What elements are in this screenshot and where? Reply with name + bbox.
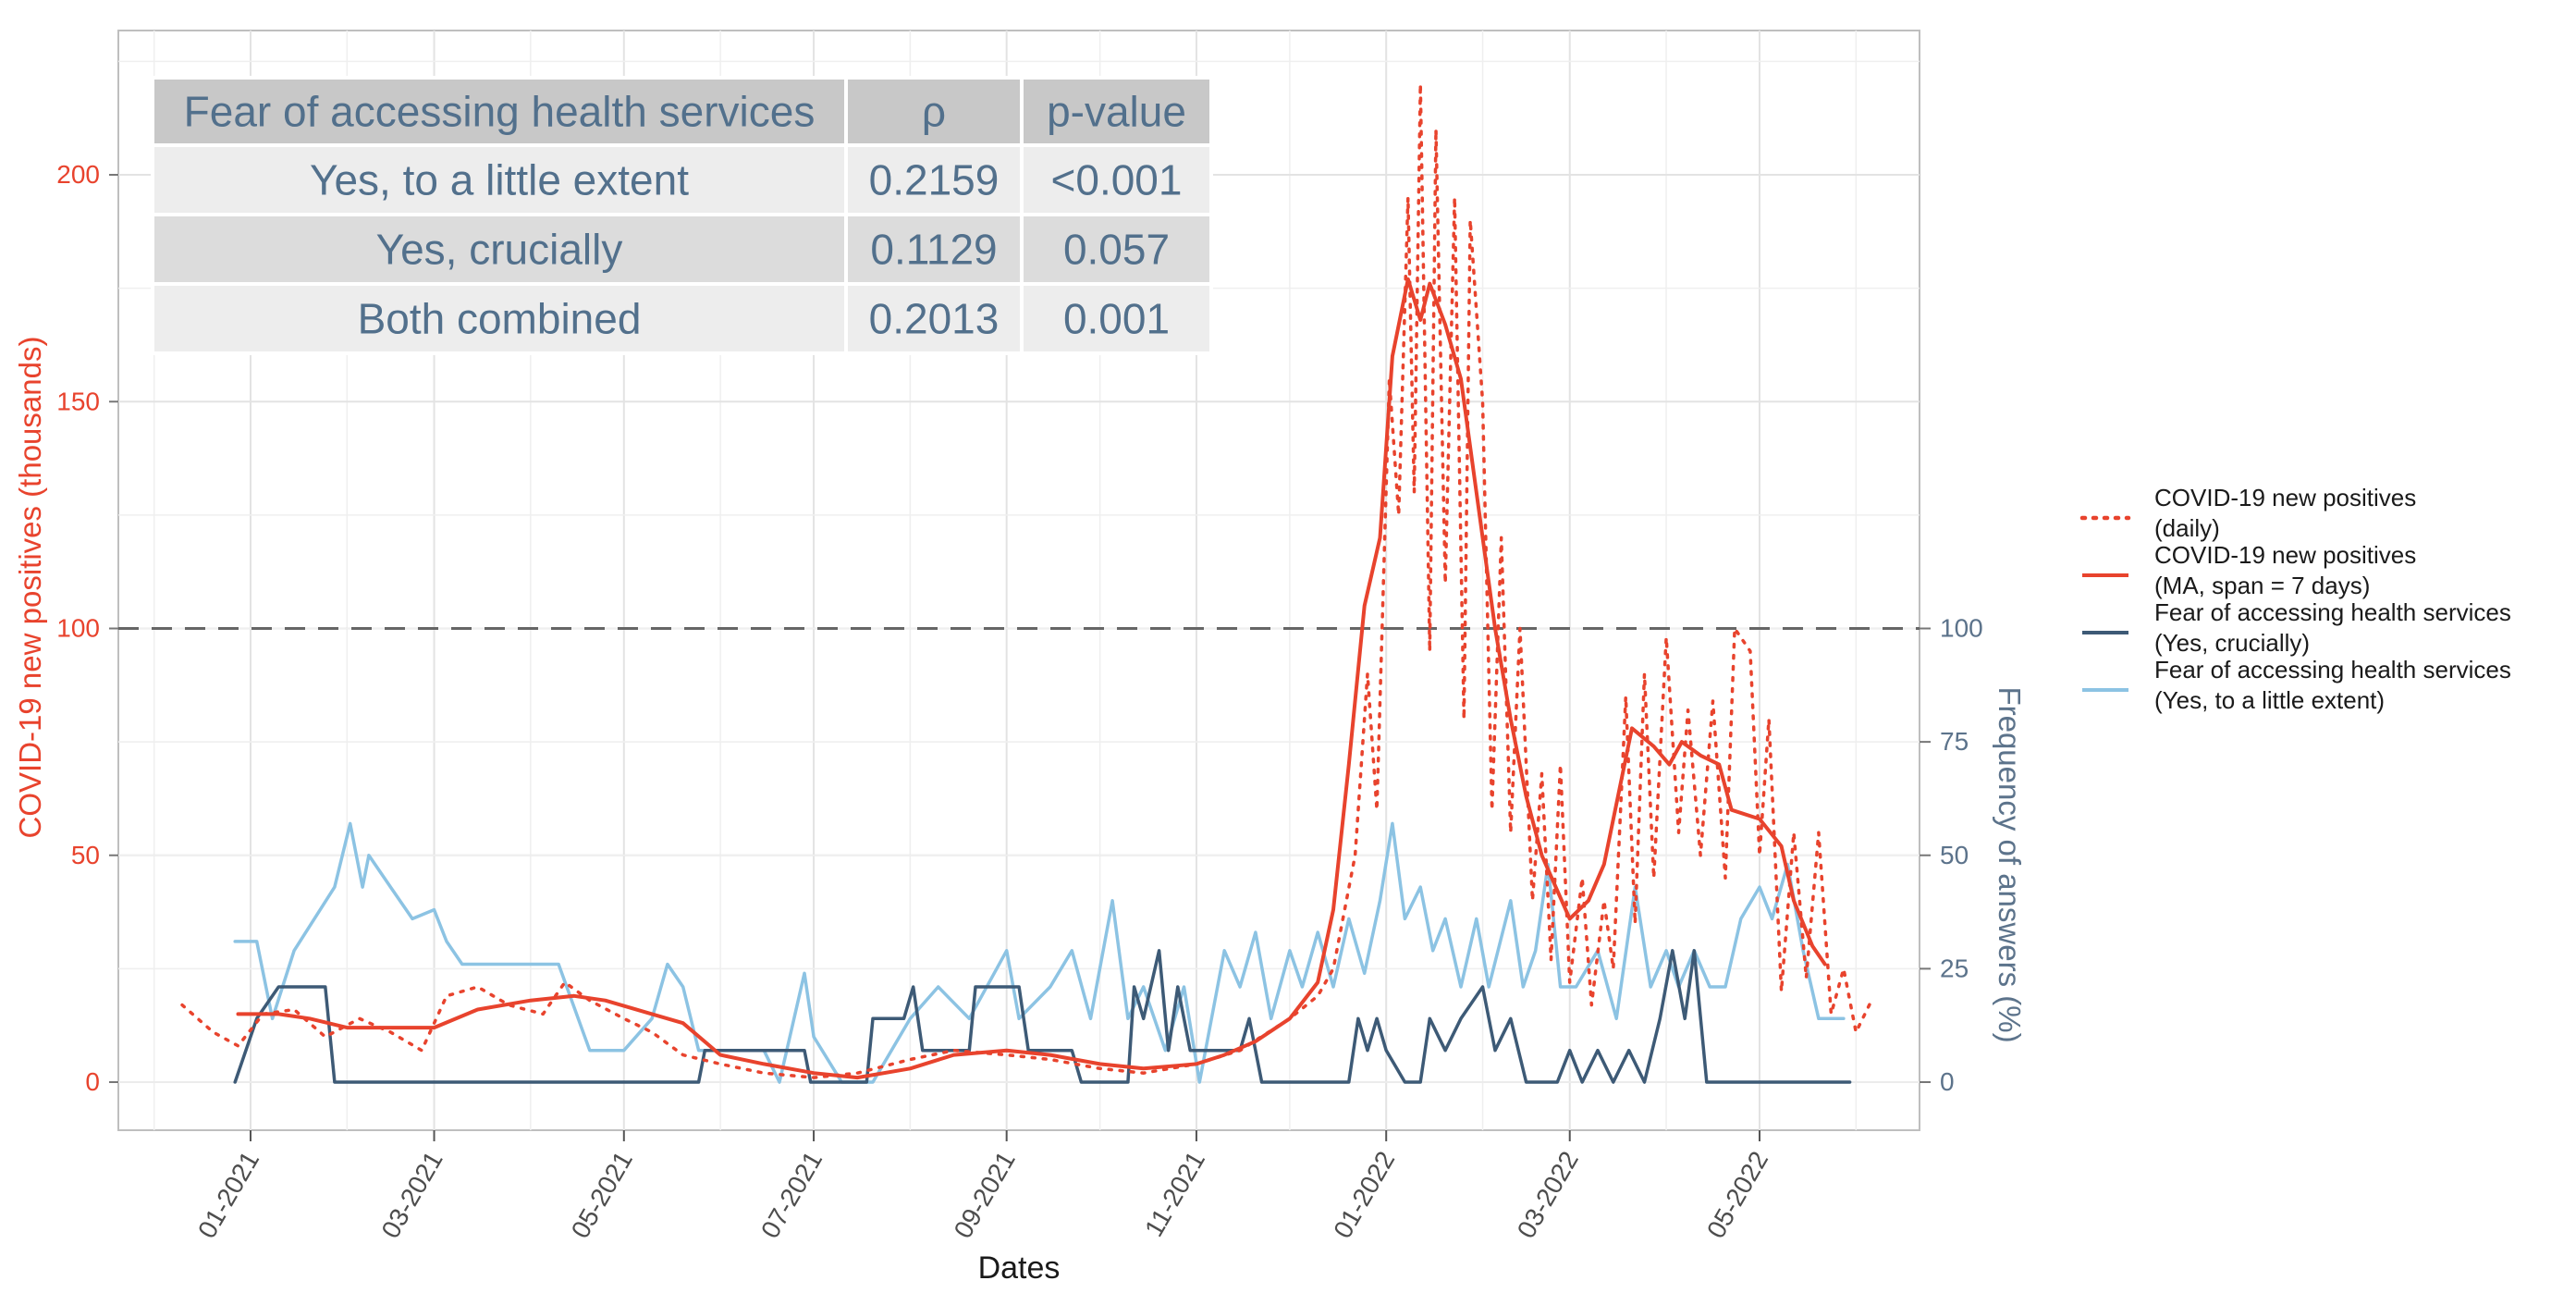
- table-cell: [1020, 143, 1213, 216]
- x-tick-label: 07-2021: [755, 1147, 828, 1243]
- table-header-text: p-value: [1047, 88, 1186, 136]
- table-cell: [844, 213, 1024, 286]
- table-cell: [1020, 282, 1213, 355]
- y-left-tick-label: 0: [85, 1067, 100, 1096]
- legend-label-sub: (MA, span = 7 days): [2154, 572, 2370, 599]
- table-cell-text: 0.1129: [870, 226, 997, 274]
- y-axis-left-title: COVID-19 new positives (thousands): [13, 337, 47, 839]
- stats-table: Fear of accessing health services ρ p-valu…: [151, 76, 1213, 355]
- y-axis-right-title: Frequency of answers (%): [1993, 686, 2027, 1042]
- legend-label: Fear of accessing health services: [2154, 656, 2511, 683]
- y-left-tick-label: 200: [56, 160, 100, 189]
- table-cell: [1020, 213, 1213, 286]
- y-axis-right: 0 25 50 75 100: [1920, 614, 1983, 1096]
- table-cell-text: <0.001: [1051, 156, 1183, 204]
- series-cases-ma: [236, 277, 1827, 1080]
- series-fear-little: [233, 821, 1846, 1084]
- table-header-text: Fear of accessing health services: [184, 88, 816, 136]
- table-cell-text: 0.2159: [869, 156, 1000, 204]
- x-tick-label: 05-2021: [566, 1147, 638, 1243]
- y-left-tick-label: 100: [56, 614, 100, 643]
- table-header-cell: [151, 76, 848, 147]
- legend-label-sub: (Yes, to a little extent): [2154, 686, 2385, 714]
- table-cell-text: 0.2013: [869, 295, 1000, 343]
- series: [180, 82, 1873, 1084]
- table-cell-text: Yes, to a little extent: [310, 156, 689, 204]
- legend-label-sub: (daily): [2154, 514, 2220, 542]
- x-tick-label: 01-2021: [192, 1147, 264, 1243]
- table-header-text: ρ: [922, 88, 946, 136]
- table-header-cell: [1020, 76, 1213, 147]
- series-cases-daily: [180, 82, 1873, 1079]
- legend: COVID-19 new positives(daily)COVID-19 ne…: [2079, 484, 2511, 714]
- x-tick-label: 03-2021: [375, 1147, 448, 1243]
- y-right-tick-label: 100: [1940, 614, 1983, 643]
- y-axis-left: 0 50 100 150 200: [56, 160, 118, 1096]
- x-tick-label: 05-2022: [1701, 1147, 1773, 1243]
- y-right-tick-label: 50: [1940, 841, 1969, 869]
- legend-label: COVID-19 new positives: [2154, 541, 2416, 569]
- x-tick-label: 11-2021: [1139, 1147, 1210, 1242]
- legend-label: COVID-19 new positives: [2154, 484, 2416, 511]
- x-tick-label: 01-2022: [1328, 1147, 1400, 1243]
- table-cell-text: Yes, crucially: [376, 226, 623, 274]
- series-fear-crucially: [233, 949, 1852, 1084]
- table-header-cell: [844, 76, 1024, 147]
- y-right-tick-label: 25: [1940, 954, 1969, 982]
- legend-label-sub: (Yes, crucially): [2154, 629, 2310, 657]
- x-tick-label: 09-2021: [949, 1147, 1021, 1243]
- table-cell-text: 0.057: [1063, 226, 1170, 274]
- table-cell-text: Both combined: [358, 295, 642, 343]
- y-right-tick-label: 75: [1940, 727, 1969, 756]
- legend-label: Fear of accessing health services: [2154, 598, 2511, 626]
- table-cell-text: 0.001: [1063, 295, 1170, 343]
- y-left-tick-label: 50: [71, 841, 100, 869]
- x-axis: 01-2021 03-2021 05-2021 07-2021 09-2021 11-20…: [192, 1130, 1773, 1243]
- x-tick-label: 03-2022: [1512, 1147, 1584, 1243]
- y-right-tick-label: 0: [1940, 1067, 1955, 1096]
- y-left-tick-label: 150: [56, 387, 100, 415]
- x-axis-title: Dates: [978, 1250, 1061, 1286]
